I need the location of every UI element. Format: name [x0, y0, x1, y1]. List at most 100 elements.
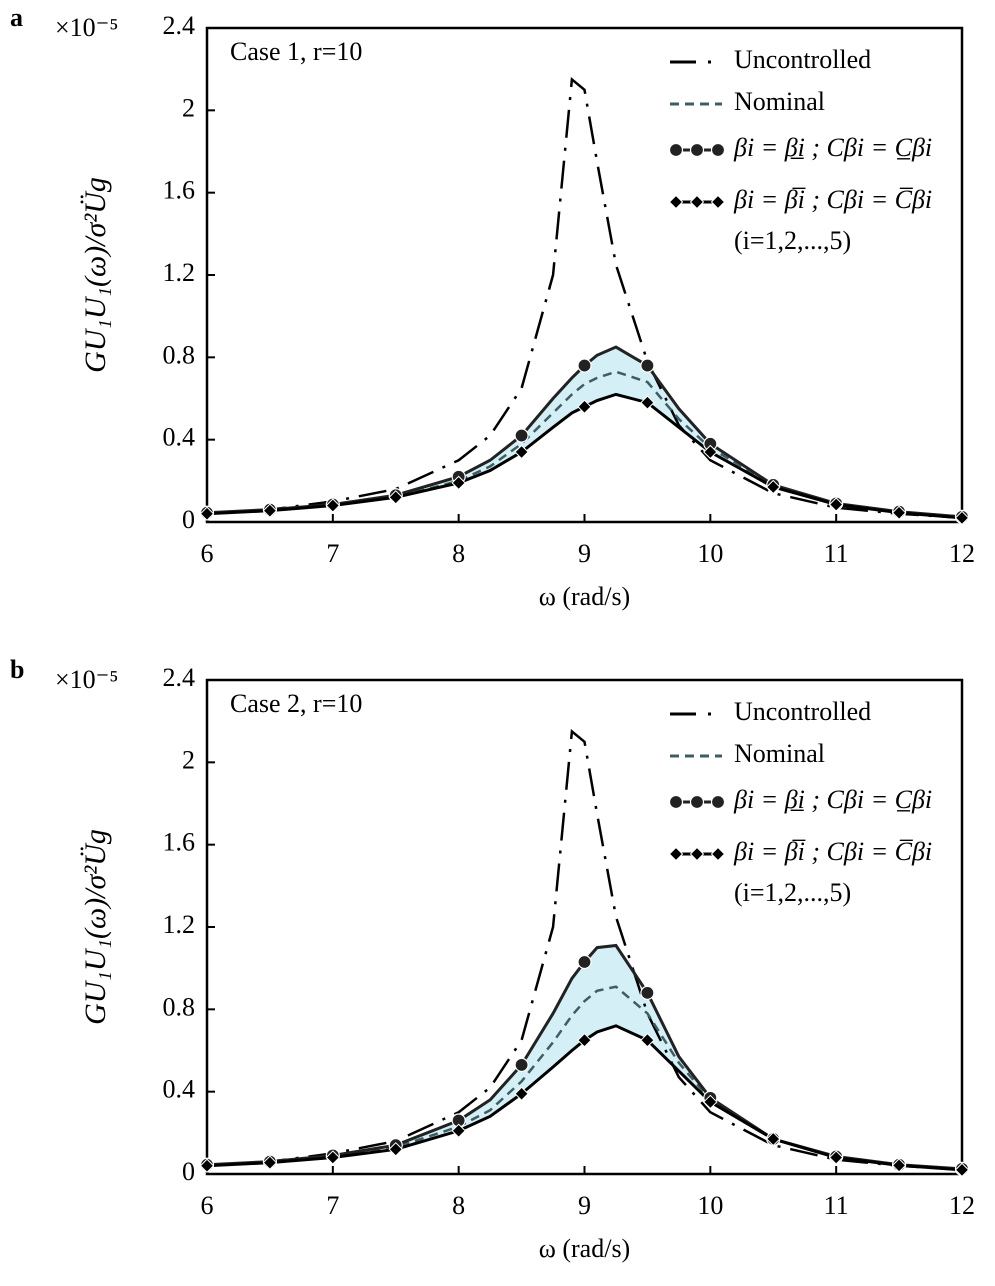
x-tick-label: 8 — [452, 539, 465, 568]
x-tick-label: 11 — [824, 1191, 849, 1220]
legend-note: (i=1,2,...,5) — [734, 878, 851, 907]
diamond-marker — [514, 444, 529, 460]
circle-marker — [689, 794, 705, 810]
diamond-marker — [689, 846, 705, 862]
legend-note: (i=1,2,...,5) — [734, 226, 851, 255]
circle-marker — [577, 358, 592, 373]
y-tick-label: 2 — [182, 745, 195, 774]
diamond-marker — [828, 1150, 844, 1165]
y-tick-label: 0 — [182, 505, 195, 534]
circle-marker — [640, 358, 655, 373]
diamond-marker — [710, 846, 726, 862]
x-tick-label: 6 — [201, 1191, 214, 1220]
uncertainty-band — [207, 347, 962, 518]
y-multiplier: ×10⁻⁵ — [55, 665, 118, 694]
x-tick-label: 10 — [697, 1191, 723, 1220]
legend-label: βi = β̲i ; Cβi = C̲βi — [733, 785, 932, 814]
diamond-marker — [451, 475, 466, 491]
diamond-marker — [577, 399, 592, 414]
series-line — [206, 729, 963, 1172]
circle-marker — [514, 1057, 529, 1073]
plot-frame — [205, 678, 964, 1176]
y-tick-label: 2 — [182, 93, 195, 122]
panel: a ×10⁻⁵ 6 7 8 9 10 11 12 0 0.4 0.8 1.2 1.6 2 2.4 ω (rad/… — [10, 3, 975, 611]
diamond-marker — [703, 1094, 718, 1110]
y-tick-label: 0.8 — [163, 992, 196, 1021]
diamond-marker — [766, 1131, 781, 1147]
circle-marker — [668, 142, 684, 158]
y-axis-label: GU₁U₁(ω)/σ²Üg — [79, 829, 112, 1025]
legend-label: βi = β̲i ; Cβi = C̲βi — [733, 133, 932, 162]
diamond-marker — [668, 194, 684, 210]
circle-marker — [710, 794, 726, 810]
y-tick-label: 0.4 — [163, 423, 196, 452]
diamond-marker — [828, 497, 844, 512]
diamond-marker — [388, 1142, 403, 1157]
legend-label: βi = β̅i ; Cβi = C̅βi — [733, 185, 932, 214]
diamond-marker — [325, 498, 341, 513]
x-tick-label: 7 — [326, 539, 339, 568]
diamond-marker — [451, 1123, 466, 1138]
diamond-marker — [640, 1033, 655, 1048]
legend-label: Uncontrolled — [734, 697, 871, 726]
circle-marker — [710, 142, 726, 158]
circle-marker — [514, 428, 529, 443]
diamond-marker — [199, 506, 215, 521]
diamond-marker — [388, 490, 403, 505]
y-tick-label: 0.8 — [163, 340, 196, 369]
series-line — [206, 77, 963, 520]
diamond-marker — [891, 505, 907, 520]
plot-frame — [205, 26, 964, 524]
x-tick-label: 11 — [824, 539, 849, 568]
legend-label: Nominal — [734, 739, 825, 768]
circle-marker — [689, 142, 705, 158]
diamond-marker — [689, 194, 705, 210]
diamond-marker — [640, 395, 655, 410]
annotation: Case 2, r=10 — [230, 689, 362, 718]
diamond-marker — [668, 846, 684, 862]
panel: b ×10⁻⁵ 6 7 8 9 10 11 12 0 0.4 0.8 1.2 1.6 2 2.4 ω (rad/… — [10, 655, 975, 1263]
y-tick-label: 1.2 — [163, 258, 196, 287]
legend-label: Uncontrolled — [734, 45, 871, 74]
diamond-marker — [703, 444, 718, 460]
diamond-marker — [954, 1162, 970, 1178]
y-multiplier: ×10⁻⁵ — [55, 13, 118, 42]
y-tick-label: 2.4 — [163, 663, 196, 692]
x-tick-label: 8 — [452, 1191, 465, 1220]
x-tick-label: 12 — [949, 1191, 975, 1220]
x-axis-label: ω (rad/s) — [539, 1234, 630, 1263]
diamond-marker — [766, 479, 781, 495]
x-tick-label: 7 — [326, 1191, 339, 1220]
y-tick-label: 0.4 — [163, 1075, 196, 1104]
y-tick-label: 2.4 — [163, 11, 196, 40]
panel-label: b — [10, 655, 24, 684]
y-tick-label: 1.2 — [163, 910, 196, 939]
y-tick-label: 1.6 — [163, 828, 196, 857]
diamond-marker — [325, 1150, 341, 1165]
x-tick-label: 9 — [578, 539, 591, 568]
diamond-marker — [262, 1155, 278, 1170]
y-axis-label: GU₁U₁(ω)/σ²Üg — [79, 177, 112, 373]
panel-label: a — [10, 3, 23, 32]
x-tick-label: 12 — [949, 539, 975, 568]
diamond-marker — [262, 503, 278, 518]
uncertainty-band — [207, 945, 962, 1170]
y-tick-label: 1.6 — [163, 176, 196, 205]
x-tick-label: 9 — [578, 1191, 591, 1220]
circle-marker — [668, 794, 684, 810]
annotation: Case 1, r=10 — [230, 37, 362, 66]
diamond-marker — [710, 194, 726, 210]
diamond-marker — [199, 1158, 215, 1173]
x-tick-label: 10 — [697, 539, 723, 568]
legend-label: βi = β̅i ; Cβi = C̅βi — [733, 837, 932, 866]
diamond-marker — [954, 510, 970, 526]
x-tick-label: 6 — [201, 539, 214, 568]
diamond-marker — [891, 1158, 907, 1173]
x-axis-label: ω (rad/s) — [539, 582, 630, 611]
legend-label: Nominal — [734, 87, 825, 116]
circle-marker — [640, 985, 655, 1000]
circle-marker — [577, 954, 592, 970]
diamond-marker — [577, 1033, 592, 1048]
